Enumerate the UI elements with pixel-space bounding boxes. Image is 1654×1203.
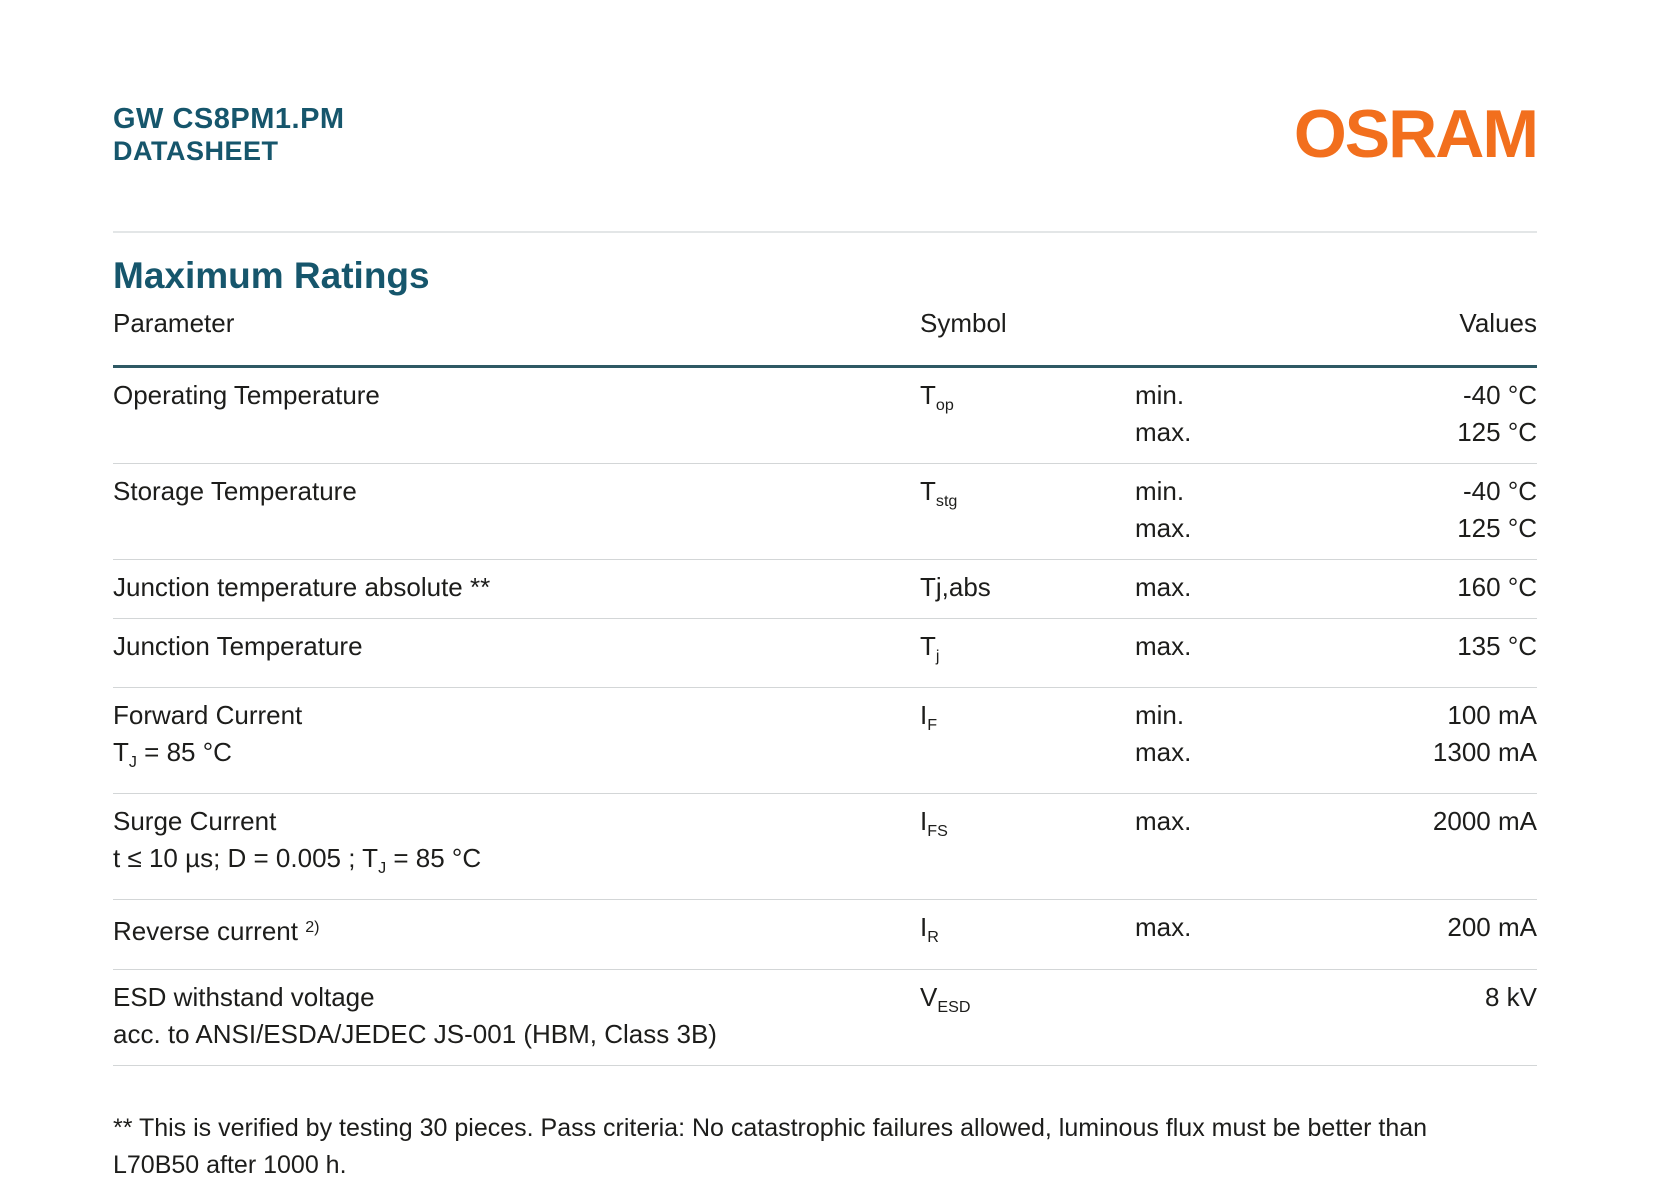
table-row: Junction Temperature Tj max. 135 °C [113,618,1537,687]
table-body: Operating Temperature Top min. max. -40 °C 12… [113,368,1537,1066]
parameter-cell: Junction temperature absolute ** [113,572,491,602]
value-cell: 2000 mA [1432,806,1537,837]
symbol-cell: Tj,abs [920,572,991,602]
qualifier-cell: min. max. [1135,700,1192,768]
parameter-cell: ESD withstand voltage acc. to ANSI/ESDA/J… [113,981,717,1049]
parameter-cell: Junction Temperature [113,631,363,661]
symbol-cell: IR [920,912,939,947]
qualifier-cell: min. max. [1135,476,1192,543]
table-header-row: Parameter Symbol Values [113,305,1537,368]
qualifier-cell: max. [1135,572,1192,602]
document-header: GW CS8PM1.PM DATASHEET OSRAM [113,96,1539,172]
value-cell: 100 mA 1300 mA [1432,700,1537,768]
column-header-parameter: Parameter [113,308,235,338]
title-block: GW CS8PM1.PM DATASHEET [113,103,345,167]
parameter-cell: Storage Temperature [113,476,357,506]
symbol-cell: Top [920,380,954,415]
table-row: Operating Temperature Top min. max. -40 °C 12… [113,368,1537,463]
maximum-ratings-table: Parameter Symbol Values Operating Temper… [113,305,1537,1066]
table-row: ESD withstand voltage acc. to ANSI/ESDA/J… [113,968,1537,1065]
table-row: Surge Current t ≤ 10 µs; D = 0.005 ; TJ =… [113,793,1537,899]
table-row: Forward Current TJ = 85 °C IF min. max. 100 m… [113,687,1537,793]
qualifier-cell: min. max. [1135,380,1192,447]
qualifier-cell: max. [1135,806,1192,837]
column-header-qualifier [1135,305,1290,341]
product-name: GW CS8PM1.PM [113,103,345,135]
value-cell: 8 kV [1484,981,1537,1012]
document-type: DATASHEET [113,136,279,166]
table-row: Junction temperature absolute ** Tj,abs ma… [113,559,1537,618]
qualifier-cell [1135,979,1290,1053]
value-cell: -40 °C 125 °C [1457,476,1537,543]
table-row: Storage Temperature Tstg min. max. -40 °C 125… [113,463,1537,559]
parameter-cell: Reverse current 2) [113,916,320,947]
symbol-cell: VESD [920,981,971,1016]
parameter-cell: Surge Current t ≤ 10 µs; D = 0.005 ; TJ =… [113,806,482,878]
footnote-line: ** This is verified by testing 30 pieces… [113,1113,1428,1142]
value-cell: 135 °C [1457,631,1537,661]
table-row: Reverse current 2) IR max. 200 mA [113,899,1537,968]
column-header-symbol: Symbol [920,308,1007,338]
symbol-cell: Tj [920,631,940,666]
value-cell: 160 °C [1457,572,1537,602]
value-cell: -40 °C 125 °C [1457,380,1537,447]
symbol-cell: IFS [920,806,948,841]
header-divider [113,231,1537,233]
footnote-line: L70B50 after 1000 h. [113,1150,347,1179]
value-cell: 200 mA [1447,912,1537,943]
osram-logo: OSRAM [1293,96,1539,172]
symbol-cell: Tstg [920,476,958,511]
qualifier-cell: max. [1135,631,1192,661]
section-title: Maximum Ratings [113,255,430,296]
parameter-cell: Forward Current TJ = 85 °C [113,700,303,772]
column-header-values: Values [1459,308,1537,338]
symbol-cell: IF [920,700,938,735]
footnote: ** This is verified by testing 30 pieces… [113,1110,1537,1184]
qualifier-cell: max. [1135,912,1192,943]
parameter-cell: Operating Temperature [113,380,380,410]
